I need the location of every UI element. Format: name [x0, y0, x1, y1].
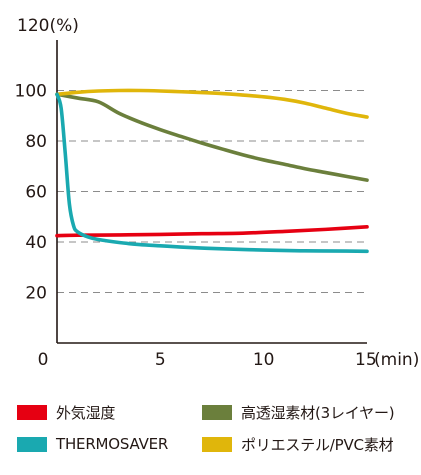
x-tick-label-0: 0: [38, 350, 49, 370]
series-layer: [55, 88, 369, 254]
y-tick-label-100: 100: [15, 82, 47, 102]
y-axis-title: 120(%): [17, 16, 79, 36]
x-tick-label-10: 10: [253, 350, 275, 370]
x-tick-label-5: 5: [155, 350, 166, 370]
axis-layer: 120(%): [17, 16, 367, 344]
grid-layer: [57, 89, 365, 294]
y-tick-label-20: 20: [25, 284, 47, 304]
x-axis-unit: (min): [374, 350, 419, 370]
series-line-thermosaver: [55, 92, 369, 254]
series-line-outdoor-humidity: [55, 225, 369, 238]
ticks-layer: 20 40 60 80 100 0 5 10 15(min): [15, 82, 420, 371]
y-tick-label-80: 80: [25, 132, 47, 152]
x-tick-label-15: 15: [355, 350, 377, 370]
y-tick-label-60: 60: [25, 183, 47, 203]
y-tick-label-40: 40: [25, 233, 47, 253]
series-line-polyester-pvc: [55, 88, 369, 119]
series-line-high-breathable: [55, 92, 369, 182]
